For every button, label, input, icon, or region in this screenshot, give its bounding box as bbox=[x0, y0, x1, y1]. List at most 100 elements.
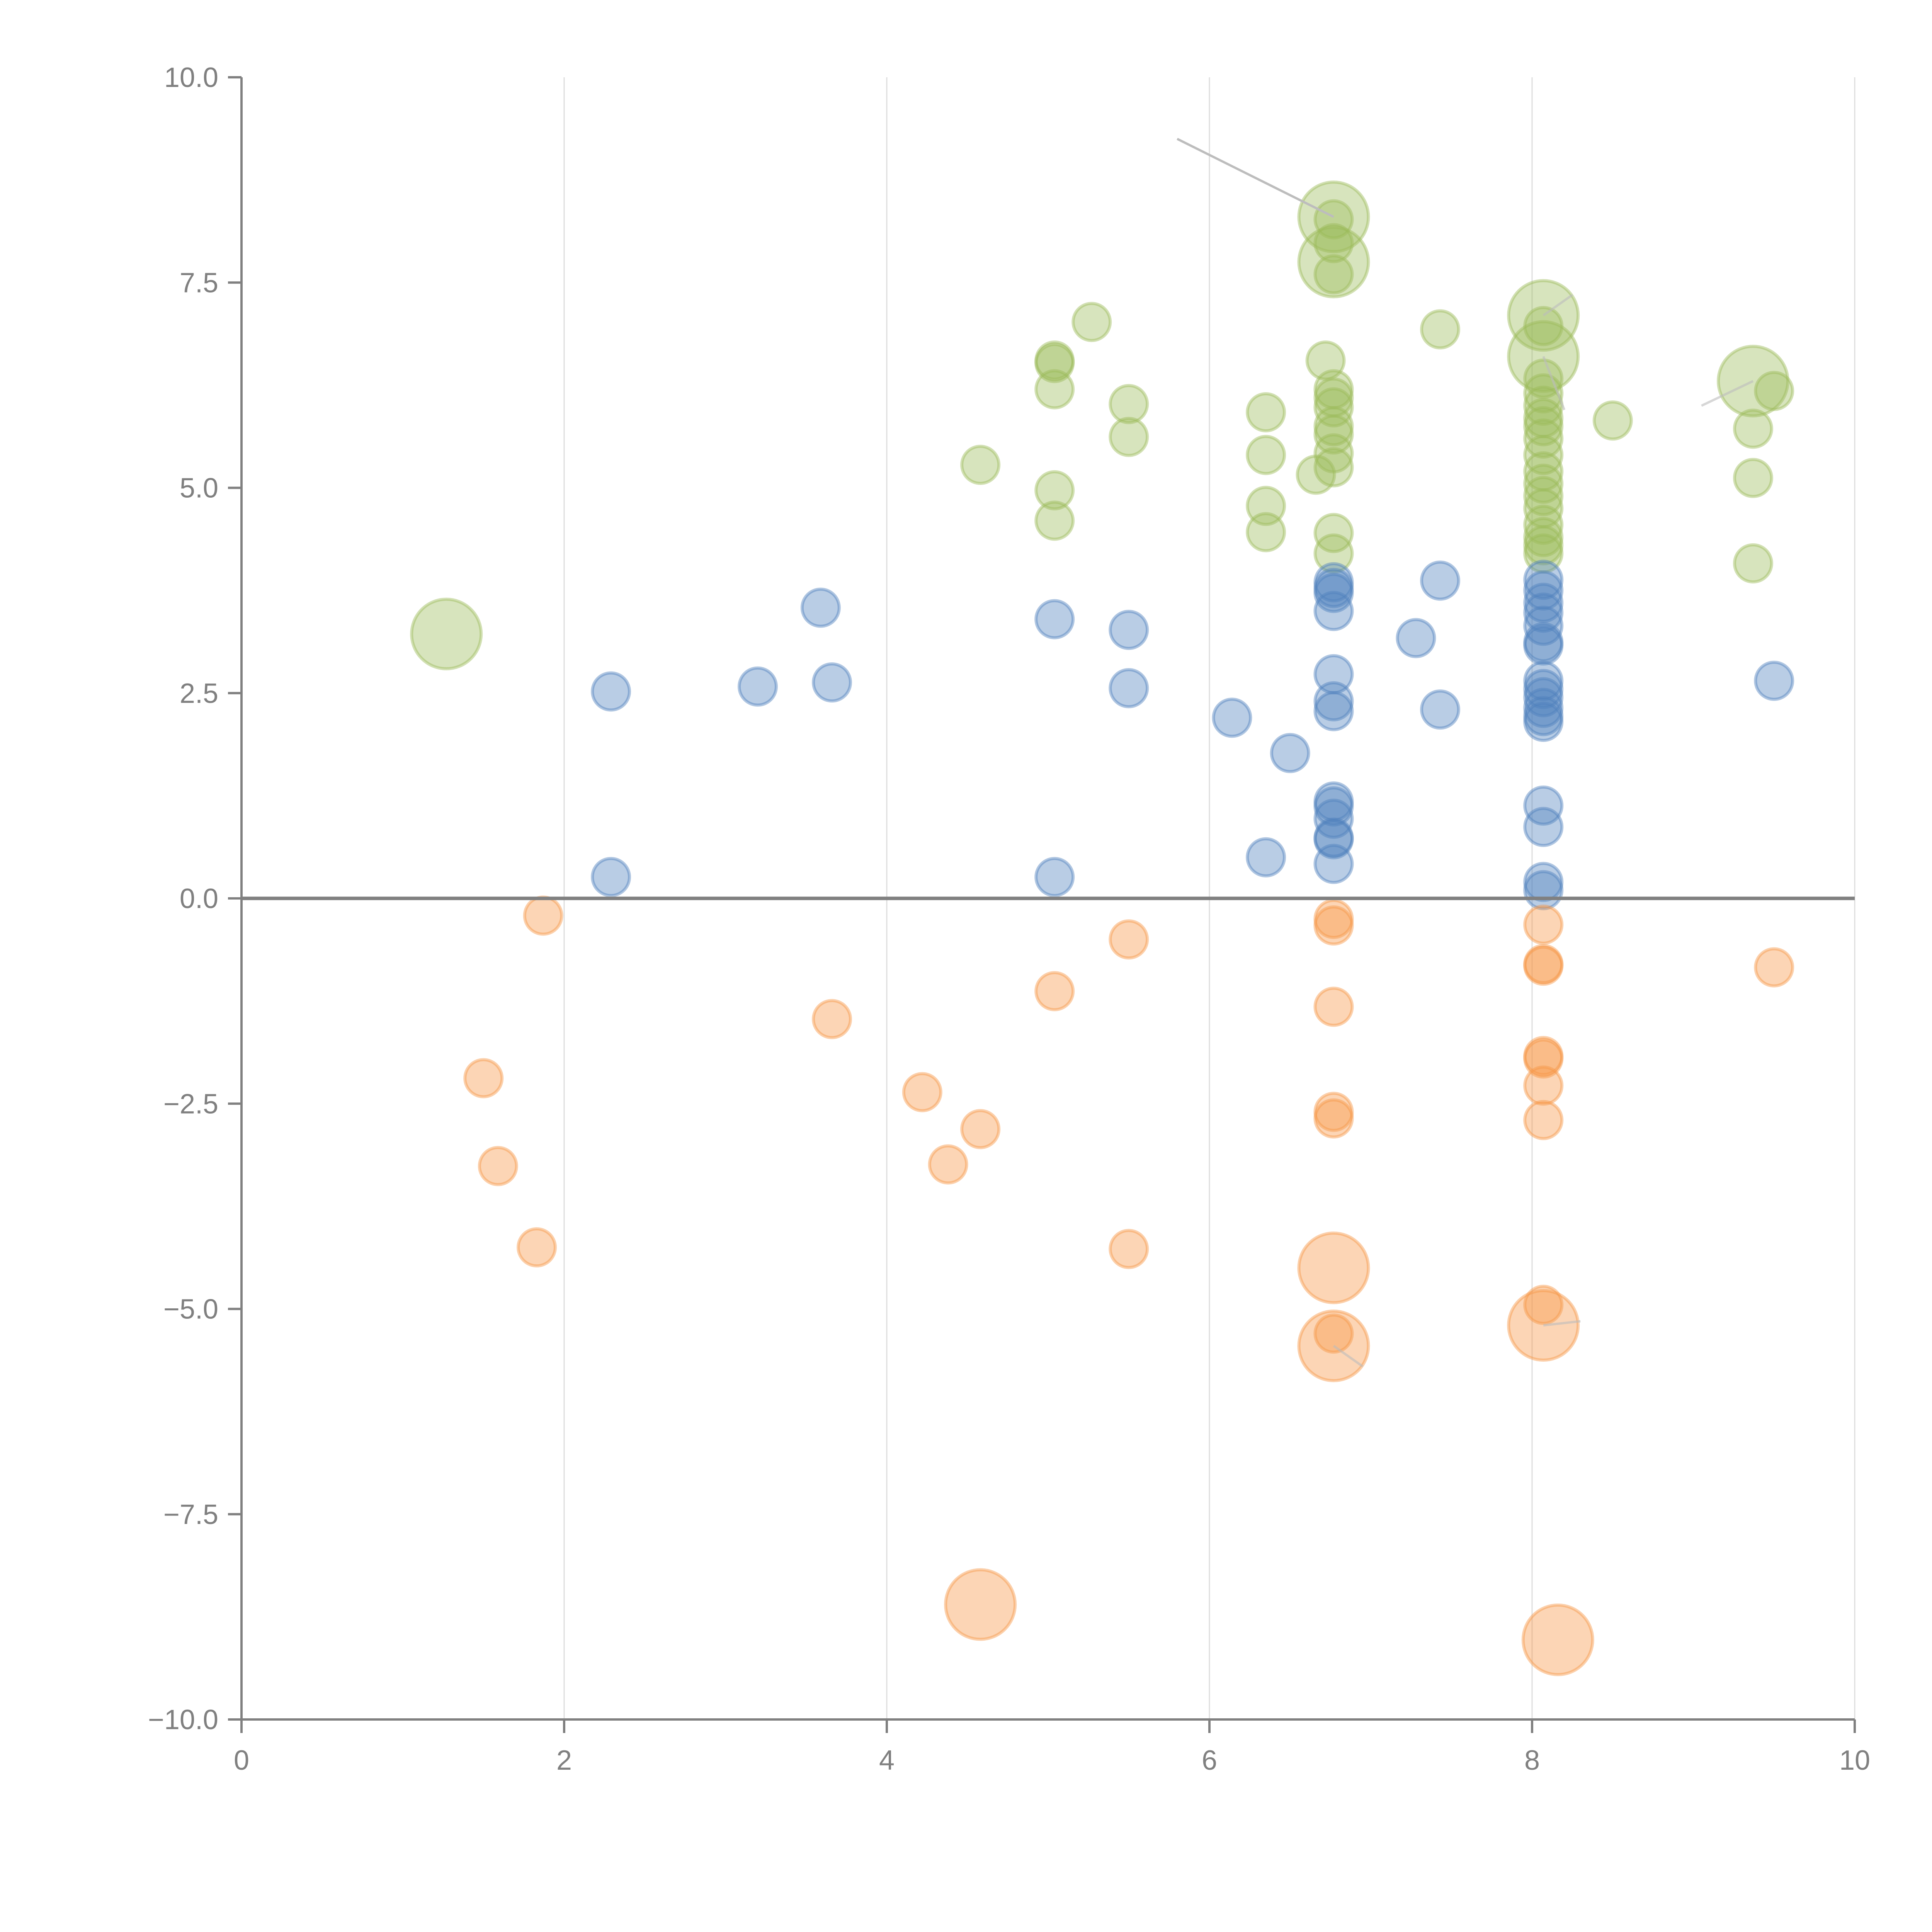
bubble-orange bbox=[1297, 1231, 1370, 1304]
bubble-blue bbox=[1313, 568, 1354, 608]
bubble-blue bbox=[1313, 819, 1354, 859]
bubble-green bbox=[1420, 309, 1461, 350]
bubble-orange bbox=[1754, 947, 1794, 988]
x-tick-label: 10 bbox=[1839, 1745, 1870, 1776]
bubble-orange bbox=[517, 1227, 557, 1268]
bubble-blue bbox=[1523, 688, 1564, 728]
bubble-orange bbox=[1523, 905, 1564, 945]
y-tick-label: −2.5 bbox=[163, 1088, 218, 1119]
bubble-green bbox=[1754, 371, 1794, 411]
bubble-green bbox=[960, 445, 1001, 485]
bubble-green bbox=[1296, 454, 1336, 495]
bubble-orange bbox=[463, 1058, 504, 1099]
bubble-orange bbox=[1034, 971, 1075, 1012]
bubble-blue bbox=[1754, 660, 1794, 701]
bubble-blue bbox=[1270, 733, 1310, 773]
bubble-orange bbox=[928, 1144, 968, 1185]
bubble-orange bbox=[1523, 1100, 1564, 1140]
bubble-green bbox=[1523, 398, 1564, 438]
bubble-orange bbox=[1523, 1036, 1564, 1076]
bubble-green bbox=[1071, 302, 1112, 342]
annotation-leader-line bbox=[1543, 294, 1573, 316]
bubble-blue bbox=[1313, 681, 1354, 721]
y-tick-label: 5.0 bbox=[180, 473, 218, 504]
bubble-orange bbox=[1523, 946, 1564, 986]
bubble-blue bbox=[1420, 689, 1461, 730]
bubble-blue bbox=[1523, 669, 1564, 709]
bubble-green bbox=[1523, 517, 1564, 557]
bubble-blue bbox=[1523, 560, 1564, 600]
bubble-blue bbox=[1313, 844, 1354, 884]
bubble-green bbox=[1523, 533, 1564, 574]
bubble-green bbox=[1246, 486, 1286, 526]
bubble-green bbox=[1313, 369, 1354, 410]
y-tick-label: 0.0 bbox=[180, 883, 218, 914]
bubble-green bbox=[1313, 223, 1354, 264]
bubble-blue bbox=[1523, 677, 1564, 718]
bubble-orange bbox=[1313, 1098, 1354, 1139]
y-tick-label: 2.5 bbox=[180, 678, 218, 709]
bubble-green bbox=[1034, 470, 1075, 510]
bubble-blue bbox=[1109, 610, 1149, 650]
bubble-green bbox=[1246, 435, 1286, 475]
bubble-orange bbox=[960, 1109, 1001, 1150]
bubble-orange bbox=[1313, 986, 1354, 1027]
bubble-blue bbox=[1523, 870, 1564, 910]
annotation-leader-line bbox=[1543, 1320, 1581, 1327]
bubble-green bbox=[1313, 377, 1354, 418]
y-tick-label: −7.5 bbox=[163, 1499, 218, 1530]
bubble-blue bbox=[1523, 625, 1564, 666]
bubble-green bbox=[1592, 400, 1633, 441]
bubble-blue bbox=[1523, 605, 1564, 646]
bubble-green bbox=[1246, 512, 1286, 553]
bubble-orange bbox=[1313, 1092, 1354, 1132]
bubble-blue bbox=[1313, 786, 1354, 827]
x-tick-label: 8 bbox=[1524, 1745, 1540, 1776]
bubble-orange bbox=[1523, 1284, 1564, 1325]
bubble-green bbox=[1523, 488, 1564, 529]
bubble-green bbox=[1523, 373, 1564, 414]
bubble-green bbox=[1313, 533, 1354, 574]
bubble-blue bbox=[1313, 591, 1354, 631]
bubble-green bbox=[1733, 458, 1773, 498]
bubble-orange bbox=[478, 1146, 518, 1186]
y-tick-label: −10.0 bbox=[148, 1704, 218, 1735]
bubble-blue bbox=[1109, 668, 1149, 708]
bubble-green bbox=[1523, 306, 1564, 346]
bubble-green bbox=[1313, 387, 1354, 428]
bubble-green bbox=[1313, 406, 1354, 447]
bubble-orange bbox=[523, 895, 563, 936]
bubble-orange bbox=[1313, 1313, 1354, 1354]
bubble-green bbox=[1109, 417, 1149, 457]
series-green bbox=[410, 180, 1794, 670]
annotation-leader-line bbox=[1177, 138, 1334, 218]
bubble-green bbox=[410, 597, 483, 670]
bubble-blue bbox=[1034, 599, 1075, 639]
y-tick-label: 7.5 bbox=[180, 267, 218, 298]
bubble-green bbox=[1523, 406, 1564, 447]
series-orange bbox=[463, 895, 1794, 1676]
bubble-blue bbox=[1523, 862, 1564, 902]
bubble-blue bbox=[1420, 560, 1461, 601]
series-blue bbox=[591, 560, 1794, 910]
bubble-green bbox=[1034, 369, 1075, 410]
bubble-orange bbox=[1523, 1038, 1564, 1079]
bubble-green bbox=[1523, 435, 1564, 475]
bubble-orange bbox=[1523, 944, 1564, 984]
bubble-blue bbox=[738, 666, 778, 707]
bubble-green bbox=[1523, 418, 1564, 459]
x-axis-ticks: 0 2 4 6 8 10 bbox=[234, 1719, 1870, 1776]
bubble-green bbox=[1034, 343, 1075, 383]
bubble-blue bbox=[1523, 702, 1564, 742]
bubble-green bbox=[1523, 463, 1564, 504]
y-tick-label: −5.0 bbox=[163, 1294, 218, 1325]
bubble-orange bbox=[902, 1072, 942, 1112]
bubble-orange bbox=[1313, 905, 1354, 946]
bubble-green bbox=[1313, 433, 1354, 474]
bubble-blue bbox=[1523, 622, 1564, 662]
x-tick-label: 0 bbox=[234, 1745, 249, 1776]
bubble-blue bbox=[800, 587, 841, 628]
bubble-blue bbox=[1523, 660, 1564, 701]
bubble-green bbox=[1246, 392, 1286, 432]
